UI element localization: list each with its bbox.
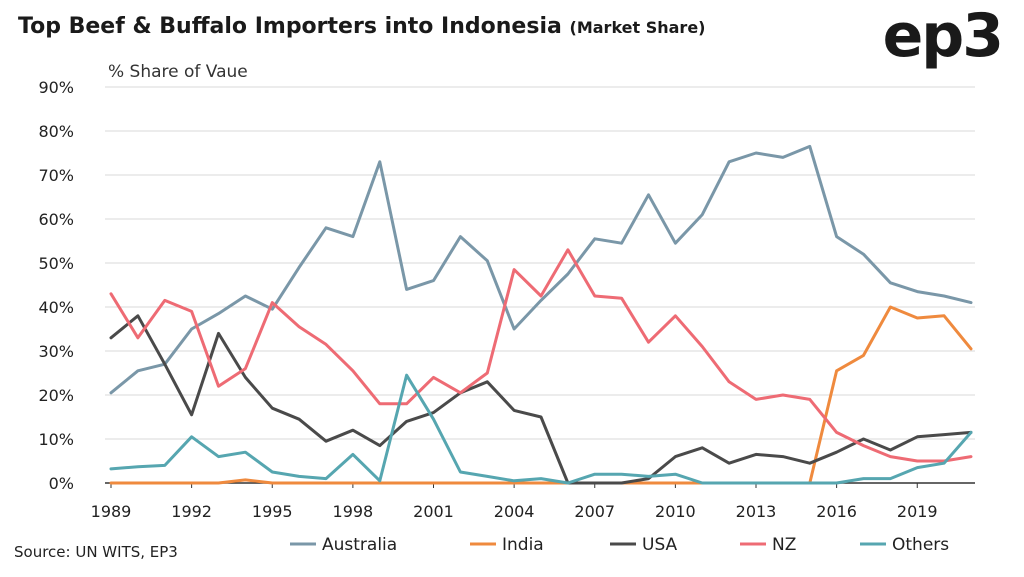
x-tick-label: 1995 [252, 502, 293, 521]
legend-label-india: India [502, 535, 544, 555]
y-tick-label: 90% [38, 78, 74, 97]
y-tick-label: 70% [38, 166, 74, 185]
y-axis-label: % Share of Vaue [108, 62, 248, 82]
y-tick-label: 60% [38, 210, 74, 229]
ep3-logo: ep3 [882, 1, 1004, 71]
chart-title-main: Top Beef & Buffalo Importers into Indone… [18, 14, 562, 39]
y-tick-label: 40% [38, 298, 74, 317]
x-tick-label: 1998 [333, 502, 374, 521]
legend-label-australia: Australia [322, 535, 397, 555]
series-line-others [109, 373, 973, 485]
x-tick-label: 2010 [655, 502, 696, 521]
y-tick-label: 20% [38, 386, 74, 405]
series-line-nz [109, 248, 973, 463]
y-tick-label: 10% [38, 430, 74, 449]
series-line-india [109, 305, 973, 485]
x-tick-label: 1992 [171, 502, 212, 521]
y-tick-label: 30% [38, 342, 74, 361]
x-tick-label: 1989 [91, 502, 132, 521]
x-tick-label: 2004 [494, 502, 535, 521]
x-tick-label: 2001 [413, 502, 454, 521]
legend-label-usa: USA [642, 535, 678, 555]
x-tick-label: 2013 [736, 502, 777, 521]
legend-label-others: Others [892, 535, 949, 555]
y-tick-label: 0% [49, 474, 74, 493]
source-note: Source: UN WITS, EP3 [14, 543, 178, 561]
x-tick-label: 2016 [816, 502, 857, 521]
series-line-australia [109, 144, 973, 395]
x-tick-label: 2007 [574, 502, 615, 521]
series-line-usa [109, 314, 973, 485]
chart-title-sub: (Market Share) [569, 18, 706, 37]
y-tick-label: 80% [38, 122, 74, 141]
legend-label-nz: NZ [772, 535, 796, 555]
x-tick-label: 2019 [897, 502, 938, 521]
chart-title: Top Beef & Buffalo Importers into Indone… [18, 14, 705, 39]
y-tick-label: 50% [38, 254, 74, 273]
